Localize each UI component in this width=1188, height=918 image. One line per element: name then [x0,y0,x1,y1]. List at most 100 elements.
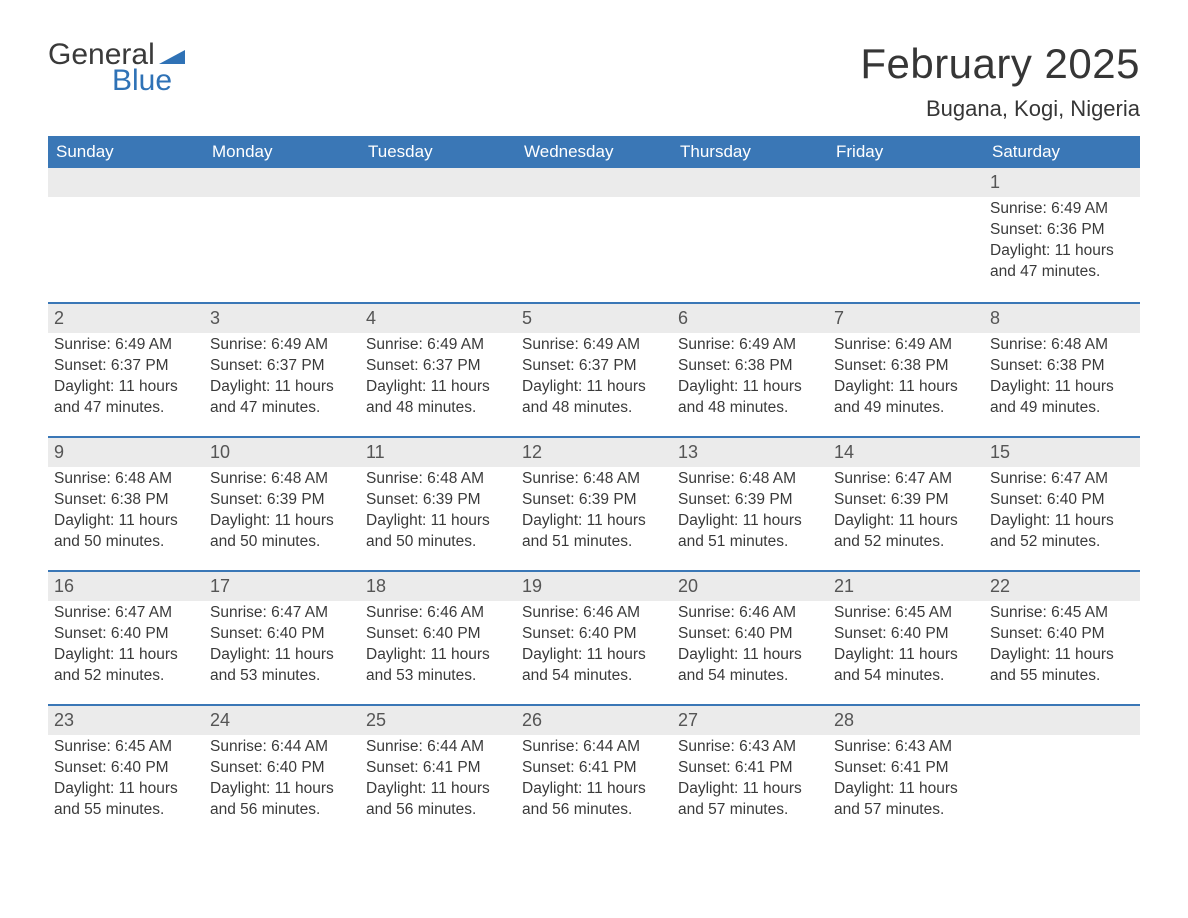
sunset-text: Sunset: 6:38 PM [678,356,822,377]
logo-triangle-icon [159,46,185,64]
week-row: 23Sunrise: 6:45 AMSunset: 6:40 PMDayligh… [48,704,1140,838]
day-number: 2 [48,304,204,333]
day-number: 17 [204,572,360,601]
daylight-line2: and 53 minutes. [366,666,510,687]
day-number [48,168,204,197]
week-row: 2Sunrise: 6:49 AMSunset: 6:37 PMDaylight… [48,302,1140,436]
sunset-text: Sunset: 6:39 PM [678,490,822,511]
sunset-text: Sunset: 6:39 PM [366,490,510,511]
sunrise-text: Sunrise: 6:48 AM [522,469,666,490]
day-number: 18 [360,572,516,601]
daylight-line1: Daylight: 11 hours [210,511,354,532]
day-number: 3 [204,304,360,333]
sunrise-text: Sunrise: 6:49 AM [210,335,354,356]
days-of-week-header: Sunday Monday Tuesday Wednesday Thursday… [48,136,1140,168]
daylight-line2: and 50 minutes. [366,532,510,553]
daylight-line2: and 56 minutes. [210,800,354,821]
daylight-line2: and 48 minutes. [522,398,666,419]
daylight-line1: Daylight: 11 hours [210,779,354,800]
day-number: 16 [48,572,204,601]
dow-monday: Monday [204,136,360,168]
day-details: Sunrise: 6:47 AMSunset: 6:40 PMDaylight:… [48,601,204,687]
day-number: 20 [672,572,828,601]
daylight-line1: Daylight: 11 hours [990,511,1134,532]
sunset-text: Sunset: 6:40 PM [210,624,354,645]
day-number: 14 [828,438,984,467]
daylight-line2: and 56 minutes. [522,800,666,821]
dow-saturday: Saturday [984,136,1140,168]
week-row: 9Sunrise: 6:48 AMSunset: 6:38 PMDaylight… [48,436,1140,570]
dow-friday: Friday [828,136,984,168]
day-cell: 15Sunrise: 6:47 AMSunset: 6:40 PMDayligh… [984,438,1140,570]
day-cell: 24Sunrise: 6:44 AMSunset: 6:40 PMDayligh… [204,706,360,838]
day-number: 25 [360,706,516,735]
daylight-line1: Daylight: 11 hours [54,511,198,532]
daylight-line2: and 50 minutes. [54,532,198,553]
sunrise-text: Sunrise: 6:45 AM [834,603,978,624]
day-number: 8 [984,304,1140,333]
daylight-line1: Daylight: 11 hours [522,377,666,398]
day-cell: 16Sunrise: 6:47 AMSunset: 6:40 PMDayligh… [48,572,204,704]
day-cell: 27Sunrise: 6:43 AMSunset: 6:41 PMDayligh… [672,706,828,838]
day-details: Sunrise: 6:49 AMSunset: 6:38 PMDaylight:… [672,333,828,419]
sunrise-text: Sunrise: 6:45 AM [990,603,1134,624]
daylight-line2: and 51 minutes. [522,532,666,553]
day-cell: 13Sunrise: 6:48 AMSunset: 6:39 PMDayligh… [672,438,828,570]
daylight-line1: Daylight: 11 hours [834,779,978,800]
daylight-line2: and 55 minutes. [54,800,198,821]
sunset-text: Sunset: 6:40 PM [990,624,1134,645]
day-details: Sunrise: 6:48 AMSunset: 6:38 PMDaylight:… [984,333,1140,419]
day-cell: 18Sunrise: 6:46 AMSunset: 6:40 PMDayligh… [360,572,516,704]
day-details: Sunrise: 6:43 AMSunset: 6:41 PMDaylight:… [828,735,984,821]
day-cell [828,168,984,302]
day-cell: 28Sunrise: 6:43 AMSunset: 6:41 PMDayligh… [828,706,984,838]
sunrise-text: Sunrise: 6:49 AM [990,199,1134,220]
sunrise-text: Sunrise: 6:47 AM [210,603,354,624]
day-cell: 12Sunrise: 6:48 AMSunset: 6:39 PMDayligh… [516,438,672,570]
dow-tuesday: Tuesday [360,136,516,168]
sunset-text: Sunset: 6:39 PM [210,490,354,511]
day-number [672,168,828,197]
sunset-text: Sunset: 6:39 PM [834,490,978,511]
day-cell: 1Sunrise: 6:49 AMSunset: 6:36 PMDaylight… [984,168,1140,302]
day-details: Sunrise: 6:48 AMSunset: 6:39 PMDaylight:… [516,467,672,553]
sunrise-text: Sunrise: 6:49 AM [522,335,666,356]
sunset-text: Sunset: 6:37 PM [522,356,666,377]
daylight-line2: and 48 minutes. [678,398,822,419]
dow-thursday: Thursday [672,136,828,168]
daylight-line1: Daylight: 11 hours [54,377,198,398]
daylight-line2: and 52 minutes. [54,666,198,687]
sunrise-text: Sunrise: 6:47 AM [54,603,198,624]
sunrise-text: Sunrise: 6:47 AM [990,469,1134,490]
daylight-line2: and 54 minutes. [678,666,822,687]
sunset-text: Sunset: 6:40 PM [210,758,354,779]
day-cell [984,706,1140,838]
daylight-line2: and 52 minutes. [990,532,1134,553]
day-cell: 20Sunrise: 6:46 AMSunset: 6:40 PMDayligh… [672,572,828,704]
daylight-line2: and 51 minutes. [678,532,822,553]
sunset-text: Sunset: 6:40 PM [54,758,198,779]
day-details: Sunrise: 6:49 AMSunset: 6:37 PMDaylight:… [360,333,516,419]
sunset-text: Sunset: 6:39 PM [522,490,666,511]
day-number: 9 [48,438,204,467]
daylight-line1: Daylight: 11 hours [678,511,822,532]
day-number [204,168,360,197]
sunset-text: Sunset: 6:40 PM [834,624,978,645]
day-cell: 26Sunrise: 6:44 AMSunset: 6:41 PMDayligh… [516,706,672,838]
sunrise-text: Sunrise: 6:49 AM [678,335,822,356]
calendar: Sunday Monday Tuesday Wednesday Thursday… [48,136,1140,838]
daylight-line1: Daylight: 11 hours [990,241,1134,262]
sunset-text: Sunset: 6:38 PM [54,490,198,511]
sunset-text: Sunset: 6:37 PM [210,356,354,377]
day-cell: 6Sunrise: 6:49 AMSunset: 6:38 PMDaylight… [672,304,828,436]
weeks-container: 1Sunrise: 6:49 AMSunset: 6:36 PMDaylight… [48,168,1140,838]
day-cell [204,168,360,302]
day-details: Sunrise: 6:49 AMSunset: 6:37 PMDaylight:… [48,333,204,419]
daylight-line2: and 48 minutes. [366,398,510,419]
dow-sunday: Sunday [48,136,204,168]
day-number: 26 [516,706,672,735]
daylight-line1: Daylight: 11 hours [990,377,1134,398]
day-number: 12 [516,438,672,467]
daylight-line1: Daylight: 11 hours [522,779,666,800]
day-cell [360,168,516,302]
